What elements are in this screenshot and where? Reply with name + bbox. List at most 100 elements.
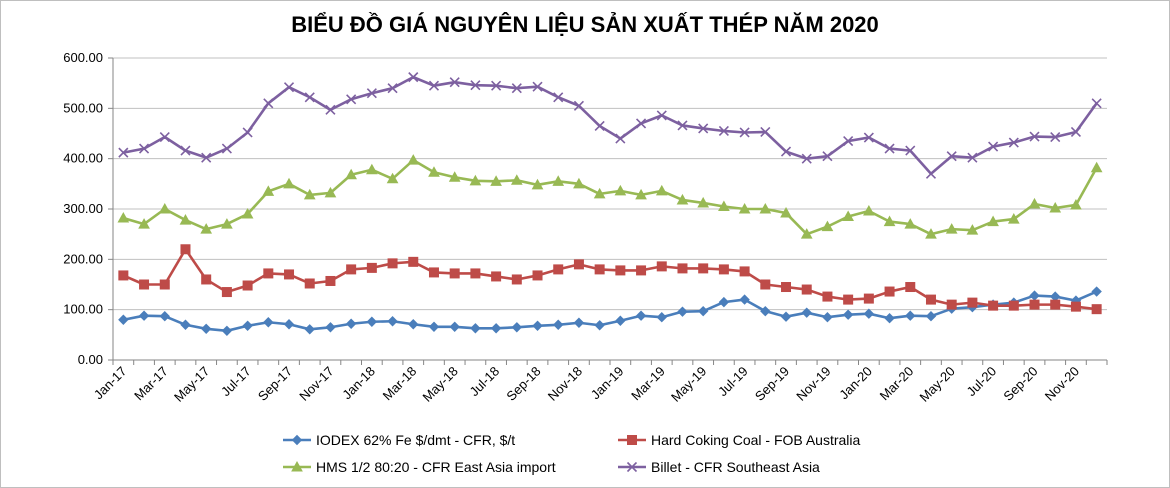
data-point — [594, 120, 605, 132]
data-point — [532, 270, 543, 281]
data-point — [180, 319, 191, 330]
data-point — [636, 265, 647, 276]
data-point — [470, 80, 481, 91]
data-point — [656, 312, 667, 323]
data-point — [1090, 161, 1103, 173]
data-point — [698, 263, 709, 274]
data-point — [615, 315, 626, 326]
data-point — [428, 166, 440, 177]
data-point — [1091, 98, 1102, 109]
data-point — [884, 143, 895, 154]
data-point — [366, 316, 378, 327]
data-point — [863, 293, 874, 304]
data-point — [408, 256, 419, 267]
data-point — [346, 94, 357, 105]
x-tick-label: Mar-17 — [131, 364, 171, 404]
data-point — [904, 218, 917, 229]
x-tick-label: Nov-20 — [1042, 364, 1082, 404]
data-point — [1070, 126, 1082, 138]
legend-item: Billet - CFR Southeast Asia — [617, 459, 820, 475]
data-point — [448, 171, 461, 182]
data-point — [967, 297, 978, 308]
data-point — [532, 320, 543, 331]
data-point — [863, 204, 875, 216]
legend-swatch — [283, 460, 311, 472]
data-point — [242, 280, 253, 291]
data-point — [200, 323, 212, 335]
data-point — [449, 321, 460, 332]
data-point — [656, 261, 667, 272]
data-point — [925, 294, 936, 305]
data-point — [781, 282, 792, 293]
data-point — [241, 208, 254, 219]
data-point — [470, 268, 481, 279]
data-point — [863, 132, 874, 143]
data-point — [760, 305, 771, 317]
x-tick-label: Nov-18 — [545, 364, 585, 404]
data-point — [1091, 286, 1102, 297]
x-tick-label: Nov-17 — [296, 364, 336, 404]
data-point — [925, 228, 937, 239]
data-point — [345, 318, 357, 329]
data-point — [1028, 197, 1041, 209]
y-tick-label: 0.00 — [78, 352, 103, 367]
data-point — [387, 258, 398, 269]
data-point — [449, 77, 460, 88]
data-point — [262, 185, 275, 196]
data-point — [801, 307, 812, 318]
data-point — [697, 196, 710, 208]
legend-label: HMS 1/2 80:20 - CFR East Asia import — [316, 459, 556, 475]
data-point — [615, 265, 626, 276]
legend-label: Hard Coking Coal - FOB Australia — [651, 432, 861, 448]
data-point — [593, 187, 606, 199]
data-point — [615, 133, 626, 144]
data-point — [800, 228, 813, 239]
data-point — [470, 323, 481, 334]
series-2 — [118, 244, 1102, 315]
data-point — [573, 100, 585, 111]
data-point — [242, 320, 253, 331]
series-layer — [117, 72, 1103, 337]
data-point — [304, 92, 315, 103]
x-tick-label: Jul-18 — [467, 364, 503, 400]
series-4 — [118, 72, 1102, 179]
data-point — [386, 172, 399, 184]
data-point — [138, 218, 150, 229]
data-point — [179, 214, 192, 225]
data-point — [283, 82, 295, 93]
data-point — [822, 151, 833, 162]
data-point — [905, 282, 916, 293]
data-point — [408, 72, 419, 83]
data-point — [718, 200, 730, 211]
data-point — [594, 320, 605, 331]
data-point — [552, 175, 565, 186]
data-point — [594, 264, 605, 275]
x-tick-label: Jan-20 — [836, 364, 875, 403]
data-point — [325, 104, 336, 115]
data-point — [988, 300, 999, 311]
data-point — [553, 319, 564, 330]
x-tick-label: Mar-19 — [628, 364, 668, 404]
data-point — [1029, 290, 1040, 301]
data-point — [159, 311, 170, 322]
data-point — [201, 274, 212, 285]
data-point — [884, 313, 895, 324]
x-tick-label: May-19 — [668, 364, 709, 405]
data-point — [1070, 301, 1081, 312]
data-point — [221, 287, 232, 298]
data-point — [304, 278, 315, 289]
data-point — [1050, 131, 1061, 143]
chart-title: BIỂU ĐỒ GIÁ NGUYÊN LIỆU SẢN XUẤT THÉP NĂ… — [291, 12, 879, 37]
data-point — [263, 268, 274, 279]
data-point — [1049, 201, 1062, 213]
data-point — [428, 267, 439, 278]
data-point — [843, 135, 854, 147]
data-point — [842, 210, 854, 222]
data-point — [573, 259, 584, 270]
series-line — [122, 158, 1098, 236]
data-point — [469, 174, 482, 186]
data-point — [780, 206, 792, 218]
data-point — [118, 147, 129, 158]
data-point — [863, 308, 875, 319]
data-point — [511, 322, 523, 333]
